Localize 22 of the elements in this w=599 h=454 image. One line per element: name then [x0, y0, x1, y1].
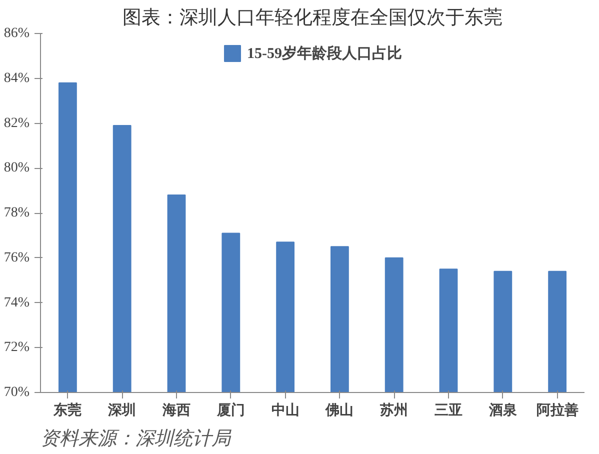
- text: 资料来源：深圳统计局: [40, 428, 232, 450]
- x-tick-label: 海西: [162, 402, 190, 418]
- y-tick-label: 86%: [4, 26, 30, 41]
- x-tick-label: 厦门: [216, 402, 245, 418]
- y-tick-label: 84%: [4, 70, 30, 86]
- legend-label: 15-59岁年龄段人口占比: [247, 44, 402, 62]
- x-tick-label: 苏州: [379, 402, 408, 418]
- y-tick-label: 76%: [4, 250, 30, 266]
- y-tick-label: 82%: [4, 116, 30, 131]
- x-tick-label: 阿拉善: [536, 402, 578, 418]
- x-tick-label: 东莞: [52, 402, 82, 418]
- y-tick-label: 80%: [4, 160, 30, 176]
- y-tick-label: 72%: [4, 340, 30, 356]
- x-tick-label: 酒泉: [488, 402, 517, 418]
- y-tick-label: 74%: [4, 295, 30, 310]
- y-tick-label: 70%: [4, 385, 30, 400]
- chart-title: 图表：深圳人口年轻化程度在全国仅次于东莞: [122, 6, 502, 28]
- x-tick-label: 中山: [271, 402, 300, 418]
- x-tick-label: 深圳: [107, 402, 136, 418]
- x-tick-label: 佛山: [324, 402, 354, 418]
- x-tick-label: 三亚: [434, 402, 462, 418]
- y-tick-label: 78%: [4, 206, 30, 220]
